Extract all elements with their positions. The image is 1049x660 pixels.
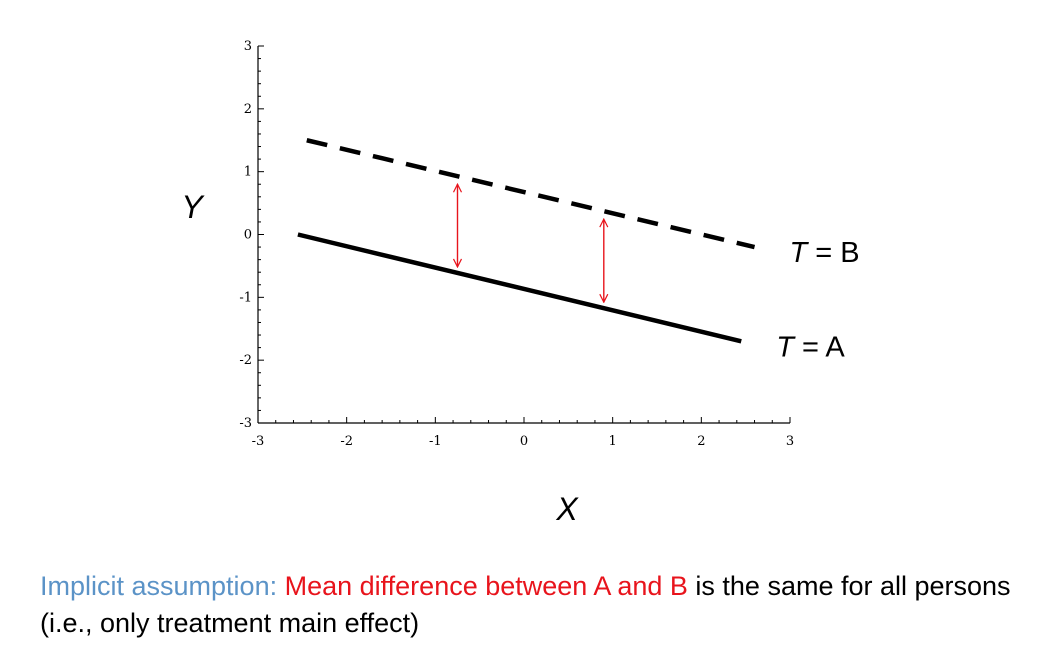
series-label-0: T = B: [790, 237, 860, 269]
caption-rest: is the same for all persons (i.e., only …: [40, 571, 1011, 638]
y-tick-label: -1: [239, 290, 252, 305]
x-tick-label: 2: [697, 434, 705, 449]
y-tick-label: -2: [239, 353, 252, 368]
series-label-rest: = B: [807, 237, 859, 269]
x-tick-label: -3: [252, 434, 265, 449]
series-label-var: T: [776, 331, 796, 363]
caption-emphasis: Mean difference between A and B: [284, 571, 688, 601]
axes: 3 2 1 0 -1 -2 -3-3 -2 -1 0 1 2 3: [239, 39, 794, 449]
series-line-0: [306, 138, 756, 250]
x-tick-label: -2: [340, 434, 353, 449]
series-layer: T = BT = A: [297, 138, 860, 363]
x-axis-title: X: [555, 491, 579, 527]
series-label-rest: = A: [794, 331, 845, 363]
y-tick-label: 2: [244, 102, 252, 117]
annotation-layer: [458, 184, 604, 302]
y-axis-title: Y: [181, 189, 205, 225]
series-label-var: T: [790, 237, 810, 269]
y-tick-label: 3: [244, 39, 252, 54]
y-tick-label: 0: [244, 228, 252, 243]
x-tick-label: 1: [609, 434, 617, 449]
x-tick-label: 3: [786, 434, 794, 449]
series-line-1: [297, 232, 742, 344]
y-tick-label: -3: [239, 416, 252, 431]
series-label-1: T = A: [776, 331, 845, 363]
x-tick-label: -1: [429, 434, 442, 449]
caption: Implicit assumption: Mean difference bet…: [40, 568, 1040, 642]
caption-lead: Implicit assumption:: [40, 571, 285, 601]
x-tick-label: 0: [520, 434, 528, 449]
y-tick-label: 1: [244, 165, 252, 180]
